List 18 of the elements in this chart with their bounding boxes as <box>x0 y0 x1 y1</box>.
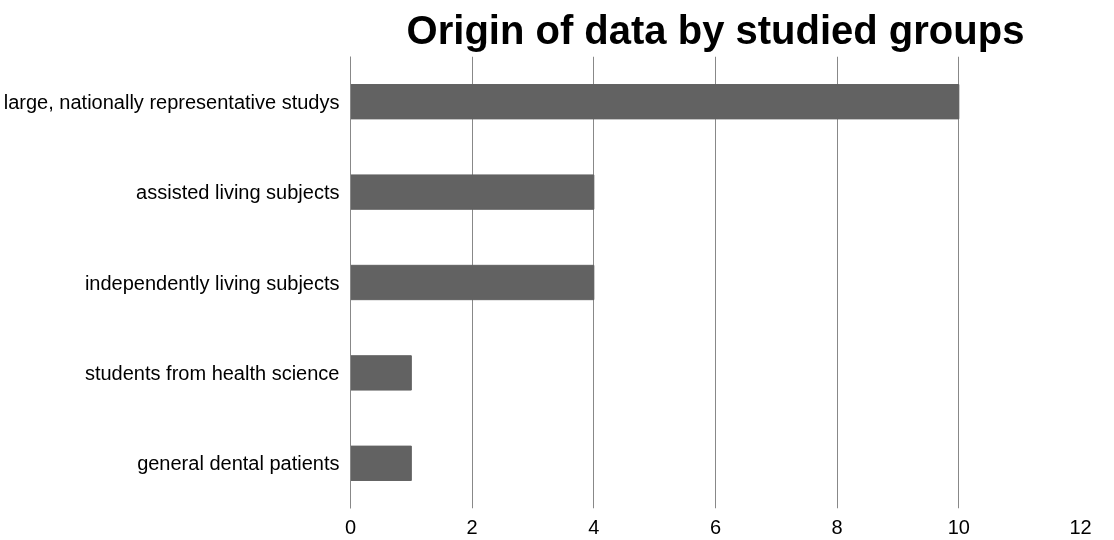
y-tick-label: general dental patients <box>137 452 340 475</box>
y-tick-label: students from health science <box>84 361 340 384</box>
bar <box>350 84 960 120</box>
bar <box>350 264 595 301</box>
bar <box>350 445 412 481</box>
x-tick-label: 4 <box>588 515 600 538</box>
x-tick-label: 0 <box>344 515 357 538</box>
y-tick-label: assisted living subjects <box>136 181 340 204</box>
chart-title: Origin of data by studied groups <box>406 7 1025 52</box>
x-tick-label: 8 <box>831 515 843 538</box>
x-tick-label: 10 <box>947 515 970 538</box>
x-tick-label: 6 <box>709 515 722 538</box>
y-tick-label: large, nationally representative studys <box>3 90 340 113</box>
bar <box>350 174 595 210</box>
bar <box>350 355 412 391</box>
y-tick-label: independently living subjects <box>84 271 340 294</box>
x-tick-label: 2 <box>466 515 478 538</box>
x-tick-label: 12 <box>1069 515 1092 538</box>
